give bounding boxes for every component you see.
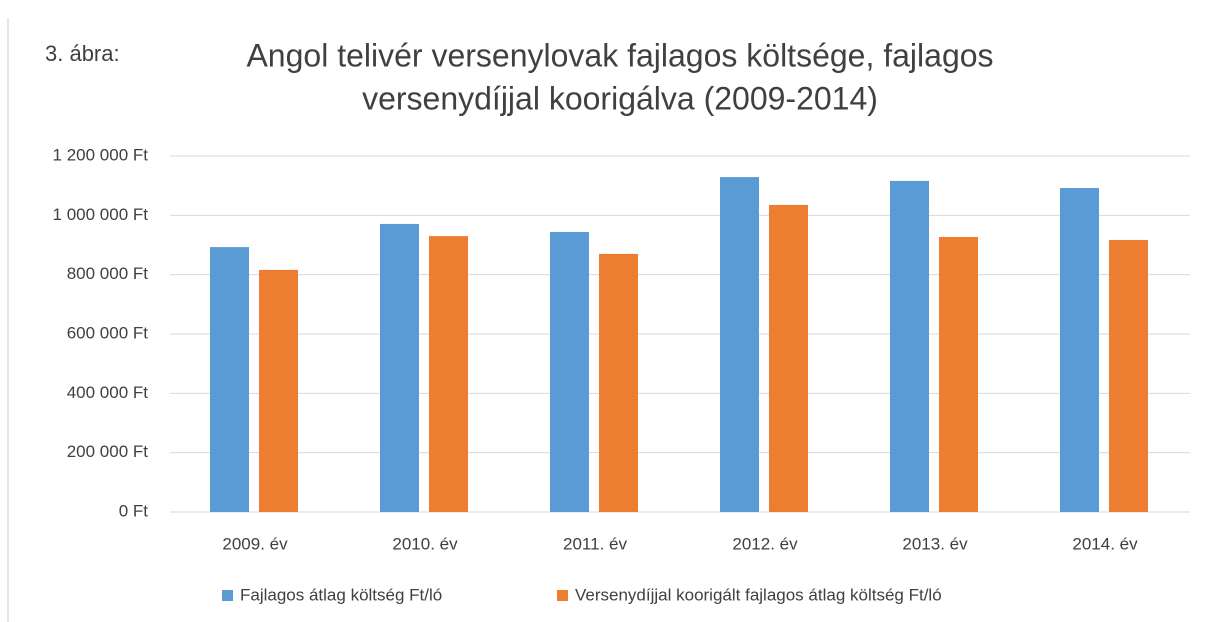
legend-label: Versenydíjjal koorigált fajlagos átlag k…: [575, 585, 942, 604]
x-tick-label: 2011. év: [563, 534, 627, 553]
bar: [259, 269, 298, 512]
bar: [210, 247, 249, 512]
y-tick-label: 600 000 Ft: [67, 323, 149, 342]
bar: [429, 236, 468, 512]
y-tick-label: 200 000 Ft: [67, 442, 149, 461]
x-tick-label: 2013. év: [902, 534, 968, 553]
x-tick-label: 2012. év: [732, 534, 798, 553]
y-tick-label: 1 000 000 Ft: [53, 205, 149, 224]
chart-title: versenydíjjal koorigálva (2009-2014): [362, 80, 878, 116]
bar: [890, 180, 929, 513]
legend-swatch: [557, 590, 568, 601]
x-tick-label: 2014. év: [1072, 534, 1138, 553]
bar: [550, 231, 589, 513]
legend-swatch: [222, 590, 233, 601]
x-tick-label: 2010. év: [392, 534, 458, 553]
bar: [1109, 239, 1148, 512]
bar: [769, 204, 808, 512]
figure-label: 3. ábra:: [45, 41, 120, 66]
legend-label: Fajlagos átlag költség Ft/ló: [240, 585, 442, 604]
y-tick-label: 800 000 Ft: [67, 264, 149, 283]
y-tick-label: 0 Ft: [119, 501, 149, 520]
x-tick-label: 2009. év: [222, 534, 288, 553]
y-tick-label: 1 200 000 Ft: [53, 145, 149, 164]
bar: [1060, 188, 1099, 513]
chart-title: Angol telivér versenylovak fajlagos költ…: [246, 37, 993, 73]
bar: [939, 236, 978, 513]
bar: [599, 253, 638, 512]
y-tick-label: 400 000 Ft: [67, 383, 149, 402]
bar: [380, 223, 419, 513]
bar: [720, 177, 759, 512]
